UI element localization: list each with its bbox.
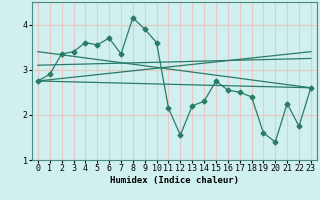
X-axis label: Humidex (Indice chaleur): Humidex (Indice chaleur) <box>110 176 239 185</box>
